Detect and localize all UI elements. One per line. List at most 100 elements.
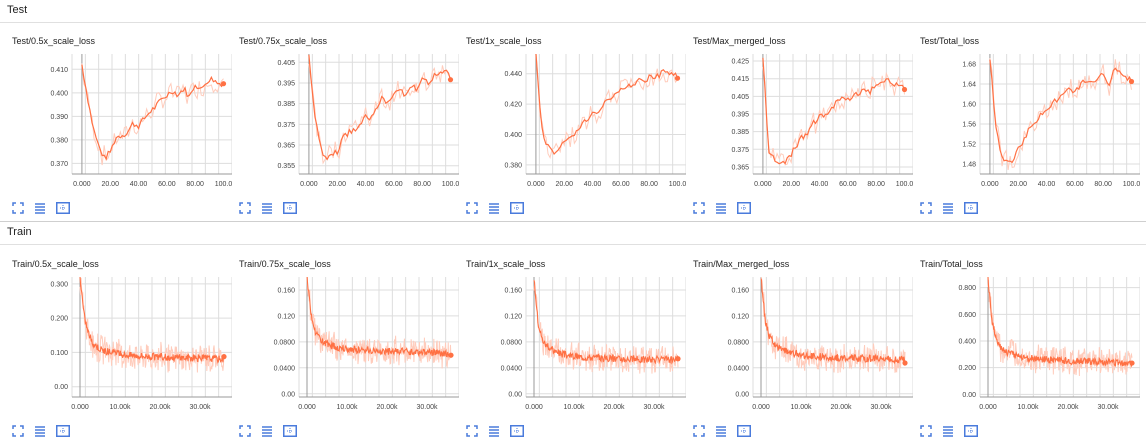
chart-card[interactable]: Test/Max_merged_loss 0.365 0.375 0.385 0.395… xyxy=(689,36,913,216)
chart-card[interactable]: Train/Total_loss 0.00 0.200 0.400 0.600 0.800… xyxy=(916,259,1140,439)
toggle-y-log-icon[interactable] xyxy=(715,201,727,214)
fit-to-page-icon[interactable] xyxy=(466,424,478,437)
x-tick-label: 0.000 xyxy=(300,181,318,188)
line-chart[interactable]: 0.355 0.365 0.375 0.385 0.395 0.405 0.000 20.00… xyxy=(235,50,459,195)
x-tick-label: 20.00k xyxy=(603,404,625,411)
line-chart[interactable]: 0.00 0.0400 0.0800 0.120 0.160 0.000 10.00k 20.… xyxy=(689,273,913,418)
toggle-y-log-icon[interactable] xyxy=(942,424,954,437)
chart-card[interactable]: Train/0.5x_scale_loss 0.00 0.100 0.200 0.300… xyxy=(8,259,232,439)
y-tick-label: 0.410 xyxy=(50,67,68,74)
chart-toolbar xyxy=(466,424,526,437)
x-tick-label: 80.00 xyxy=(413,181,431,188)
fit-domain-icon[interactable] xyxy=(737,424,751,437)
y-tick-label: 0.385 xyxy=(277,101,295,108)
toggle-y-log-icon[interactable] xyxy=(942,201,954,214)
line-chart[interactable]: 0.00 0.100 0.200 0.300 0.000 10.00k 20.00k 30.0… xyxy=(8,273,232,418)
y-tick-label: 0.160 xyxy=(277,287,295,294)
line-chart[interactable]: 0.365 0.375 0.385 0.395 0.405 0.415 0.425 0.000… xyxy=(689,50,913,195)
last-point-marker xyxy=(448,352,454,358)
chart-card[interactable]: Train/Max_merged_loss 0.00 0.0400 0.0800 0.1… xyxy=(689,259,913,439)
y-tick-label: 0.365 xyxy=(277,143,295,150)
fit-domain-icon[interactable] xyxy=(56,424,70,437)
x-tick-label: 40.00 xyxy=(811,181,829,188)
fit-domain-icon[interactable] xyxy=(510,201,524,214)
fit-domain-icon[interactable] xyxy=(56,201,70,214)
x-tick-label: 40.00 xyxy=(357,181,375,188)
fit-to-page-icon[interactable] xyxy=(466,201,478,214)
y-tick-label: 0.380 xyxy=(50,137,68,144)
chart-title: Test/0.5x_scale_loss xyxy=(12,36,96,46)
grid xyxy=(752,54,913,174)
fit-domain-icon[interactable] xyxy=(964,424,978,437)
chart-card[interactable]: Test/0.75x_scale_loss 0.355 0.365 0.375 0.38… xyxy=(235,36,459,216)
line-chart[interactable]: 0.380 0.400 0.420 0.440 0.000 20.00 40.00 60.00… xyxy=(462,50,686,195)
fit-domain-icon[interactable] xyxy=(283,201,297,214)
line-chart[interactable]: 0.00 0.0400 0.0800 0.120 0.160 0.000 10.00k 20.… xyxy=(462,273,686,418)
chart-card[interactable]: Test/1x_scale_loss 0.380 0.400 0.420 0.440 0.… xyxy=(462,36,686,216)
fit-domain-icon[interactable] xyxy=(964,201,978,214)
x-tick-label: 30.00k xyxy=(643,404,665,411)
y-tick-label: 0.00 xyxy=(281,391,295,398)
section-header-train[interactable]: Train xyxy=(0,222,1146,245)
line-chart[interactable]: 1.48 1.52 1.56 1.60 1.64 1.68 0.000 20.00 40.00 6… xyxy=(916,50,1140,195)
fit-domain-icon[interactable] xyxy=(737,201,751,214)
y-tick-label: 0.200 xyxy=(958,365,976,372)
x-tick-label: 0.000 xyxy=(71,404,89,411)
y-tick-label: 0.00 xyxy=(735,391,749,398)
x-tick-label: 100.0 xyxy=(1123,181,1140,188)
fit-to-page-icon[interactable] xyxy=(239,424,251,437)
toggle-y-log-icon[interactable] xyxy=(34,201,46,214)
x-tick-label: 10.00k xyxy=(336,404,358,411)
toggle-y-log-icon[interactable] xyxy=(488,201,500,214)
last-point-marker xyxy=(220,81,227,87)
toggle-y-log-icon[interactable] xyxy=(261,424,273,437)
y-tick-label: 0.0800 xyxy=(501,339,523,346)
fit-to-page-icon[interactable] xyxy=(693,424,705,437)
chart-toolbar xyxy=(466,201,526,214)
toggle-y-log-icon[interactable] xyxy=(34,424,46,437)
y-tick-label: 0.420 xyxy=(504,102,522,109)
last-point-marker xyxy=(675,356,681,362)
y-tick-label: 0.355 xyxy=(277,163,295,170)
section-header-test[interactable]: Test xyxy=(0,0,1146,23)
fit-to-page-icon[interactable] xyxy=(12,201,24,214)
section-divider xyxy=(0,221,1146,222)
fit-to-page-icon[interactable] xyxy=(239,201,251,214)
fit-to-page-icon[interactable] xyxy=(920,424,932,437)
fit-to-page-icon[interactable] xyxy=(920,201,932,214)
fit-to-page-icon[interactable] xyxy=(693,201,705,214)
last-point-marker xyxy=(901,86,908,93)
line-chart[interactable]: 0.370 0.380 0.390 0.400 0.410 0.000 20.00 40.00… xyxy=(8,50,232,195)
fit-to-page-icon[interactable] xyxy=(12,424,24,437)
x-tick-label: 60.00 xyxy=(158,181,176,188)
chart-title: Train/Total_loss xyxy=(920,259,983,269)
x-tick-label: 20.00 xyxy=(782,181,800,188)
chart-card[interactable]: Test/Total_loss 1.48 1.52 1.56 1.60 1.64 1.68 0… xyxy=(916,36,1140,216)
x-tick-label: 10.00k xyxy=(790,404,812,411)
chart-card[interactable]: Train/0.75x_scale_loss 0.00 0.0400 0.0800 0.… xyxy=(235,259,459,439)
y-tick-label: 0.200 xyxy=(50,316,68,323)
chart-toolbar xyxy=(693,424,753,437)
last-point-marker xyxy=(902,360,908,366)
x-tick-label: 80.00 xyxy=(1094,181,1112,188)
line-chart[interactable]: 0.00 0.0400 0.0800 0.120 0.160 0.000 10.00k 20.… xyxy=(235,273,459,418)
chart-toolbar xyxy=(239,424,299,437)
x-tick-label: 20.00k xyxy=(1057,404,1079,411)
x-tick-label: 20.00 xyxy=(101,181,119,188)
y-tick-label: 0.100 xyxy=(50,350,68,357)
x-tick-label: 20.00 xyxy=(555,181,573,188)
chart-title: Train/0.75x_scale_loss xyxy=(239,259,331,269)
y-tick-label: 0.00 xyxy=(508,391,522,398)
chart-card[interactable]: Test/0.5x_scale_loss 0.370 0.380 0.390 0.400… xyxy=(8,36,232,216)
fit-domain-icon[interactable] xyxy=(283,424,297,437)
fit-domain-icon[interactable] xyxy=(510,424,524,437)
toggle-y-log-icon[interactable] xyxy=(261,201,273,214)
toggle-y-log-icon[interactable] xyxy=(488,424,500,437)
x-tick-label: 30.00k xyxy=(870,404,892,411)
chart-toolbar xyxy=(693,201,753,214)
toggle-y-log-icon[interactable] xyxy=(715,424,727,437)
line-chart[interactable]: 0.00 0.200 0.400 0.600 0.800 0.000 10.00k 20.00… xyxy=(916,273,1140,418)
chart-card[interactable]: Train/1x_scale_loss 0.00 0.0400 0.0800 0.120… xyxy=(462,259,686,439)
smoothed-series-line xyxy=(989,59,1133,164)
y-tick-label: 0.405 xyxy=(731,94,749,101)
